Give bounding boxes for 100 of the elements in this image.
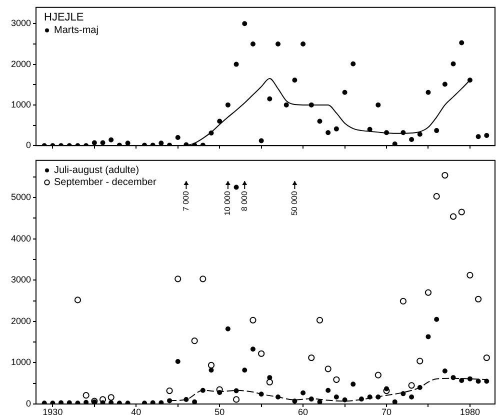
y-tick-label: 5000	[10, 192, 31, 202]
point	[467, 376, 472, 382]
point	[284, 102, 289, 108]
point	[308, 102, 314, 108]
point	[450, 61, 456, 66]
point	[266, 378, 273, 386]
point	[484, 378, 490, 384]
x-tick-label: 1980	[460, 406, 480, 415]
point	[300, 390, 306, 396]
y-tick-label: 4000	[10, 233, 31, 244]
point	[74, 296, 82, 304]
point	[350, 382, 356, 387]
point	[326, 130, 331, 136]
point	[433, 193, 440, 200]
point	[333, 376, 340, 383]
point	[317, 399, 322, 404]
point	[400, 391, 406, 396]
point	[175, 358, 180, 364]
y-tick-label: 2000	[10, 58, 31, 69]
point	[108, 394, 114, 401]
point	[276, 41, 281, 46]
point	[242, 21, 248, 26]
point	[383, 387, 390, 394]
x-tick-label: 70	[382, 406, 392, 415]
annotation: 7 000	[181, 190, 190, 212]
point	[225, 102, 230, 108]
point	[175, 134, 180, 140]
point	[426, 334, 431, 340]
point	[200, 276, 206, 282]
annotation: 8 000	[240, 190, 249, 212]
point	[158, 400, 164, 404]
point	[484, 132, 490, 138]
point	[100, 140, 106, 146]
legend-label: September - december	[54, 177, 157, 188]
point	[258, 138, 264, 144]
annotation: 50 000	[290, 190, 299, 216]
point	[476, 378, 481, 384]
point	[166, 387, 173, 394]
legend-label: Juli-august (adulte)	[54, 165, 140, 176]
point	[374, 372, 382, 378]
point	[308, 396, 314, 402]
point	[450, 375, 456, 380]
point	[442, 172, 448, 179]
point	[66, 400, 72, 404]
y-tick-label: 1000	[10, 99, 31, 110]
point	[384, 130, 390, 136]
point	[442, 82, 448, 87]
point	[342, 397, 348, 402]
point	[99, 396, 106, 403]
point	[184, 396, 189, 402]
point	[174, 276, 182, 282]
point	[376, 102, 381, 108]
point	[276, 394, 281, 400]
y-tick-label: 0	[26, 140, 31, 150]
point	[292, 78, 298, 83]
point	[459, 378, 464, 383]
point	[82, 392, 90, 399]
point	[250, 346, 256, 352]
point	[458, 208, 465, 216]
point	[424, 289, 432, 296]
point	[334, 126, 339, 132]
point	[84, 400, 89, 404]
point	[191, 338, 198, 344]
point	[342, 90, 348, 95]
x-tick-label: 50	[214, 406, 225, 415]
point	[409, 137, 414, 142]
point	[150, 400, 156, 404]
point	[192, 399, 198, 404]
point	[367, 126, 372, 132]
point	[334, 394, 339, 400]
point	[416, 358, 424, 364]
point	[367, 394, 372, 400]
point	[250, 316, 256, 324]
point	[208, 130, 214, 136]
point	[292, 398, 298, 404]
point	[376, 394, 381, 400]
legend-label: Marts-maj	[54, 25, 98, 36]
y-tick-label: 0	[26, 398, 31, 408]
point	[250, 41, 256, 46]
y-tick-label: 2000	[10, 316, 31, 326]
y-tick-label: 3000	[10, 18, 31, 28]
point	[459, 40, 464, 46]
point	[483, 354, 490, 362]
point	[200, 388, 206, 393]
point	[208, 368, 214, 373]
point	[400, 298, 406, 304]
point	[466, 272, 474, 278]
point	[58, 400, 64, 404]
y-tick-label: 1000	[10, 357, 31, 368]
point	[108, 137, 114, 142]
point	[450, 213, 457, 220]
x-tick-label: 60	[298, 406, 308, 415]
point	[234, 388, 239, 394]
point	[324, 366, 332, 372]
point	[417, 384, 422, 390]
point	[417, 132, 422, 137]
x-tick-label: 1930	[42, 406, 63, 415]
point	[400, 130, 406, 136]
point	[217, 118, 222, 124]
point	[234, 62, 239, 67]
